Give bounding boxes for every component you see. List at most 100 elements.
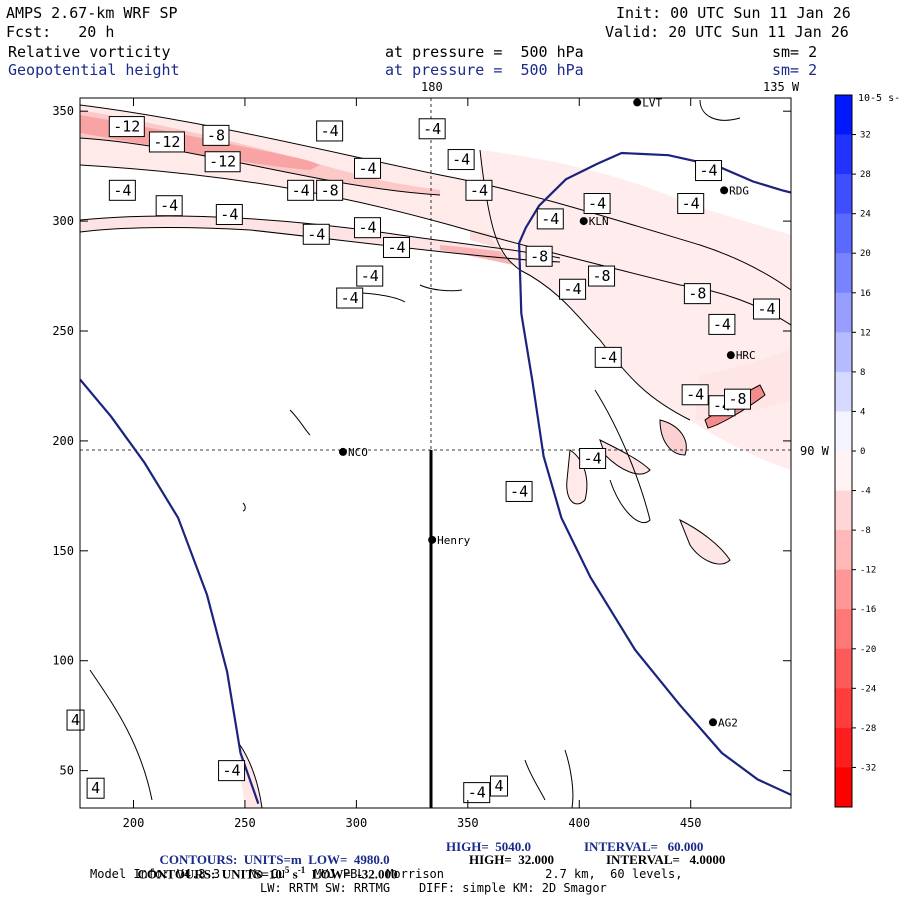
colorbar-segment <box>835 727 852 768</box>
contour-label: -4 <box>423 120 441 138</box>
contour-label: -4 <box>113 181 131 199</box>
contour-label-box <box>418 118 446 140</box>
colorbar-level-label: 24 <box>860 210 871 220</box>
colorbar-level-label: 32 <box>860 131 871 141</box>
footer-model-info: Model Info: V4.3.3 No Cu MYJ PBL Morriso… <box>90 867 683 881</box>
station-label: NCO <box>348 446 368 459</box>
contour-label-box <box>588 265 616 287</box>
contour-label: 4 <box>495 777 504 795</box>
colorbar-segment <box>835 490 852 531</box>
colorbar-level-label: 16 <box>860 289 871 299</box>
contour-label-box <box>594 346 622 368</box>
station-marker <box>428 535 437 544</box>
contour-label: -4 <box>223 762 241 780</box>
colorbar-segment <box>835 95 852 136</box>
y-tick-label: 100 <box>52 654 74 668</box>
colorbar-segment <box>835 292 852 333</box>
y-tick-label: 300 <box>52 214 74 228</box>
contour-label: -8 <box>207 126 225 144</box>
contour-label: -4 <box>452 151 470 169</box>
colorbar-level-label: -32 <box>860 763 876 773</box>
colorbar-segment <box>835 688 852 729</box>
colorbar-level-label: -12 <box>860 566 876 576</box>
station-label: AG2 <box>718 716 738 729</box>
contour-label-box <box>302 223 330 245</box>
station-marker <box>708 718 717 727</box>
colorbar-level-label: 20 <box>860 249 871 259</box>
colorbar-level-label: 4 <box>860 407 865 417</box>
contour-label-box <box>356 265 384 287</box>
footer-physics-info: LW: RRTM SW: RRTMG DIFF: simple KM: 2D S… <box>260 881 607 895</box>
contour-label-box <box>677 193 705 215</box>
contour-labels: -12-12 -8-12-4-4-4 -4-4 -8-4-4-4-4-4 -4-4 -8-… <box>66 116 780 804</box>
contour-label-box <box>108 179 136 201</box>
init-time: Init: 00 UTC Sun 11 Jan 26 <box>616 4 851 22</box>
contour-label: -12 <box>113 118 140 136</box>
station-label: Henry <box>437 534 470 547</box>
contour-label: -4 <box>599 348 617 366</box>
contour-label: -12 <box>153 133 180 151</box>
station-label: KLN <box>589 215 609 228</box>
footer-vort-low: LOW= -32.000 <box>305 866 398 882</box>
contour-label-box <box>559 278 587 300</box>
longitude-label-180: 180 <box>421 80 443 94</box>
colorbar-segment <box>835 530 852 571</box>
contour-label: -4 <box>341 289 359 307</box>
contour-label: -4 <box>564 280 582 298</box>
contour-label-box <box>336 287 364 309</box>
contour-label-box <box>752 298 780 320</box>
footer-vort-units: CONTOURS: UNITS=10 <box>137 866 282 882</box>
contour-label-box <box>583 193 611 215</box>
colorbar-segment <box>835 253 852 294</box>
colorbar-level-label: -4 <box>860 487 871 497</box>
footer-vort-high: HIGH= 32.000 <box>469 852 555 867</box>
contour-label: -4 <box>358 159 376 177</box>
field-name-vorticity: Relative vorticity <box>8 43 171 61</box>
contour-label-box <box>316 179 344 201</box>
station-label: HRC <box>736 349 756 362</box>
contour-label: -4 <box>686 386 704 404</box>
contour-label: -4 <box>358 219 376 237</box>
contour-label: -4 <box>541 210 559 228</box>
contour-label: 4 <box>91 779 100 797</box>
contour-label: -4 <box>321 122 339 140</box>
station-label: RDG <box>729 184 749 197</box>
contour-label: -4 <box>220 206 238 224</box>
footer-geo-units: CONTOURS: UNITS=m LOW= 4980.0 <box>159 852 390 867</box>
contour-label: -4 <box>160 197 178 215</box>
colorbar-segment <box>835 174 852 215</box>
footer-vort-units-sexp: -1 <box>297 865 306 875</box>
colorbar-segment <box>835 609 852 650</box>
y-tick-label: 250 <box>52 324 74 338</box>
x-tick-label: 400 <box>568 816 590 830</box>
contour-label: -8 <box>321 181 339 199</box>
x-tick-label: 200 <box>123 816 145 830</box>
contour-label: -4 <box>468 784 486 802</box>
footer-vort-interval: INTERVAL= 4.0000 <box>606 852 726 867</box>
colorbar-segment <box>835 451 852 492</box>
contour-label-box <box>447 149 475 171</box>
y-tick-label: 350 <box>52 104 74 118</box>
footer-vort-units-exp: -5 <box>281 865 290 875</box>
contour-label: -4 <box>588 195 606 213</box>
contour-label: -8 <box>728 390 746 408</box>
contour-label: -4 <box>757 300 775 318</box>
colorbar-segment <box>835 371 852 412</box>
contour-label: -4 <box>584 449 602 467</box>
contour-label-box <box>490 775 509 797</box>
x-tick-label: 250 <box>234 816 256 830</box>
contour-label: -4 <box>361 267 379 285</box>
colorbar-segment <box>835 648 852 689</box>
station-marker <box>726 351 735 360</box>
colorbar-segment <box>835 332 852 373</box>
pressure-level-1: at pressure = 500 hPa <box>385 43 584 61</box>
contour-label-box <box>579 447 607 469</box>
contour-label-box <box>382 236 410 258</box>
smoothing-1: sm= 2 <box>772 43 818 61</box>
colorbar-level-label: 0 <box>860 447 865 457</box>
footer-vort-units-s: s <box>289 866 298 882</box>
y-tick-label: 150 <box>52 544 74 558</box>
model-title: AMPS 2.67-km WRF SP <box>6 4 178 22</box>
contour-label-box <box>287 179 315 201</box>
